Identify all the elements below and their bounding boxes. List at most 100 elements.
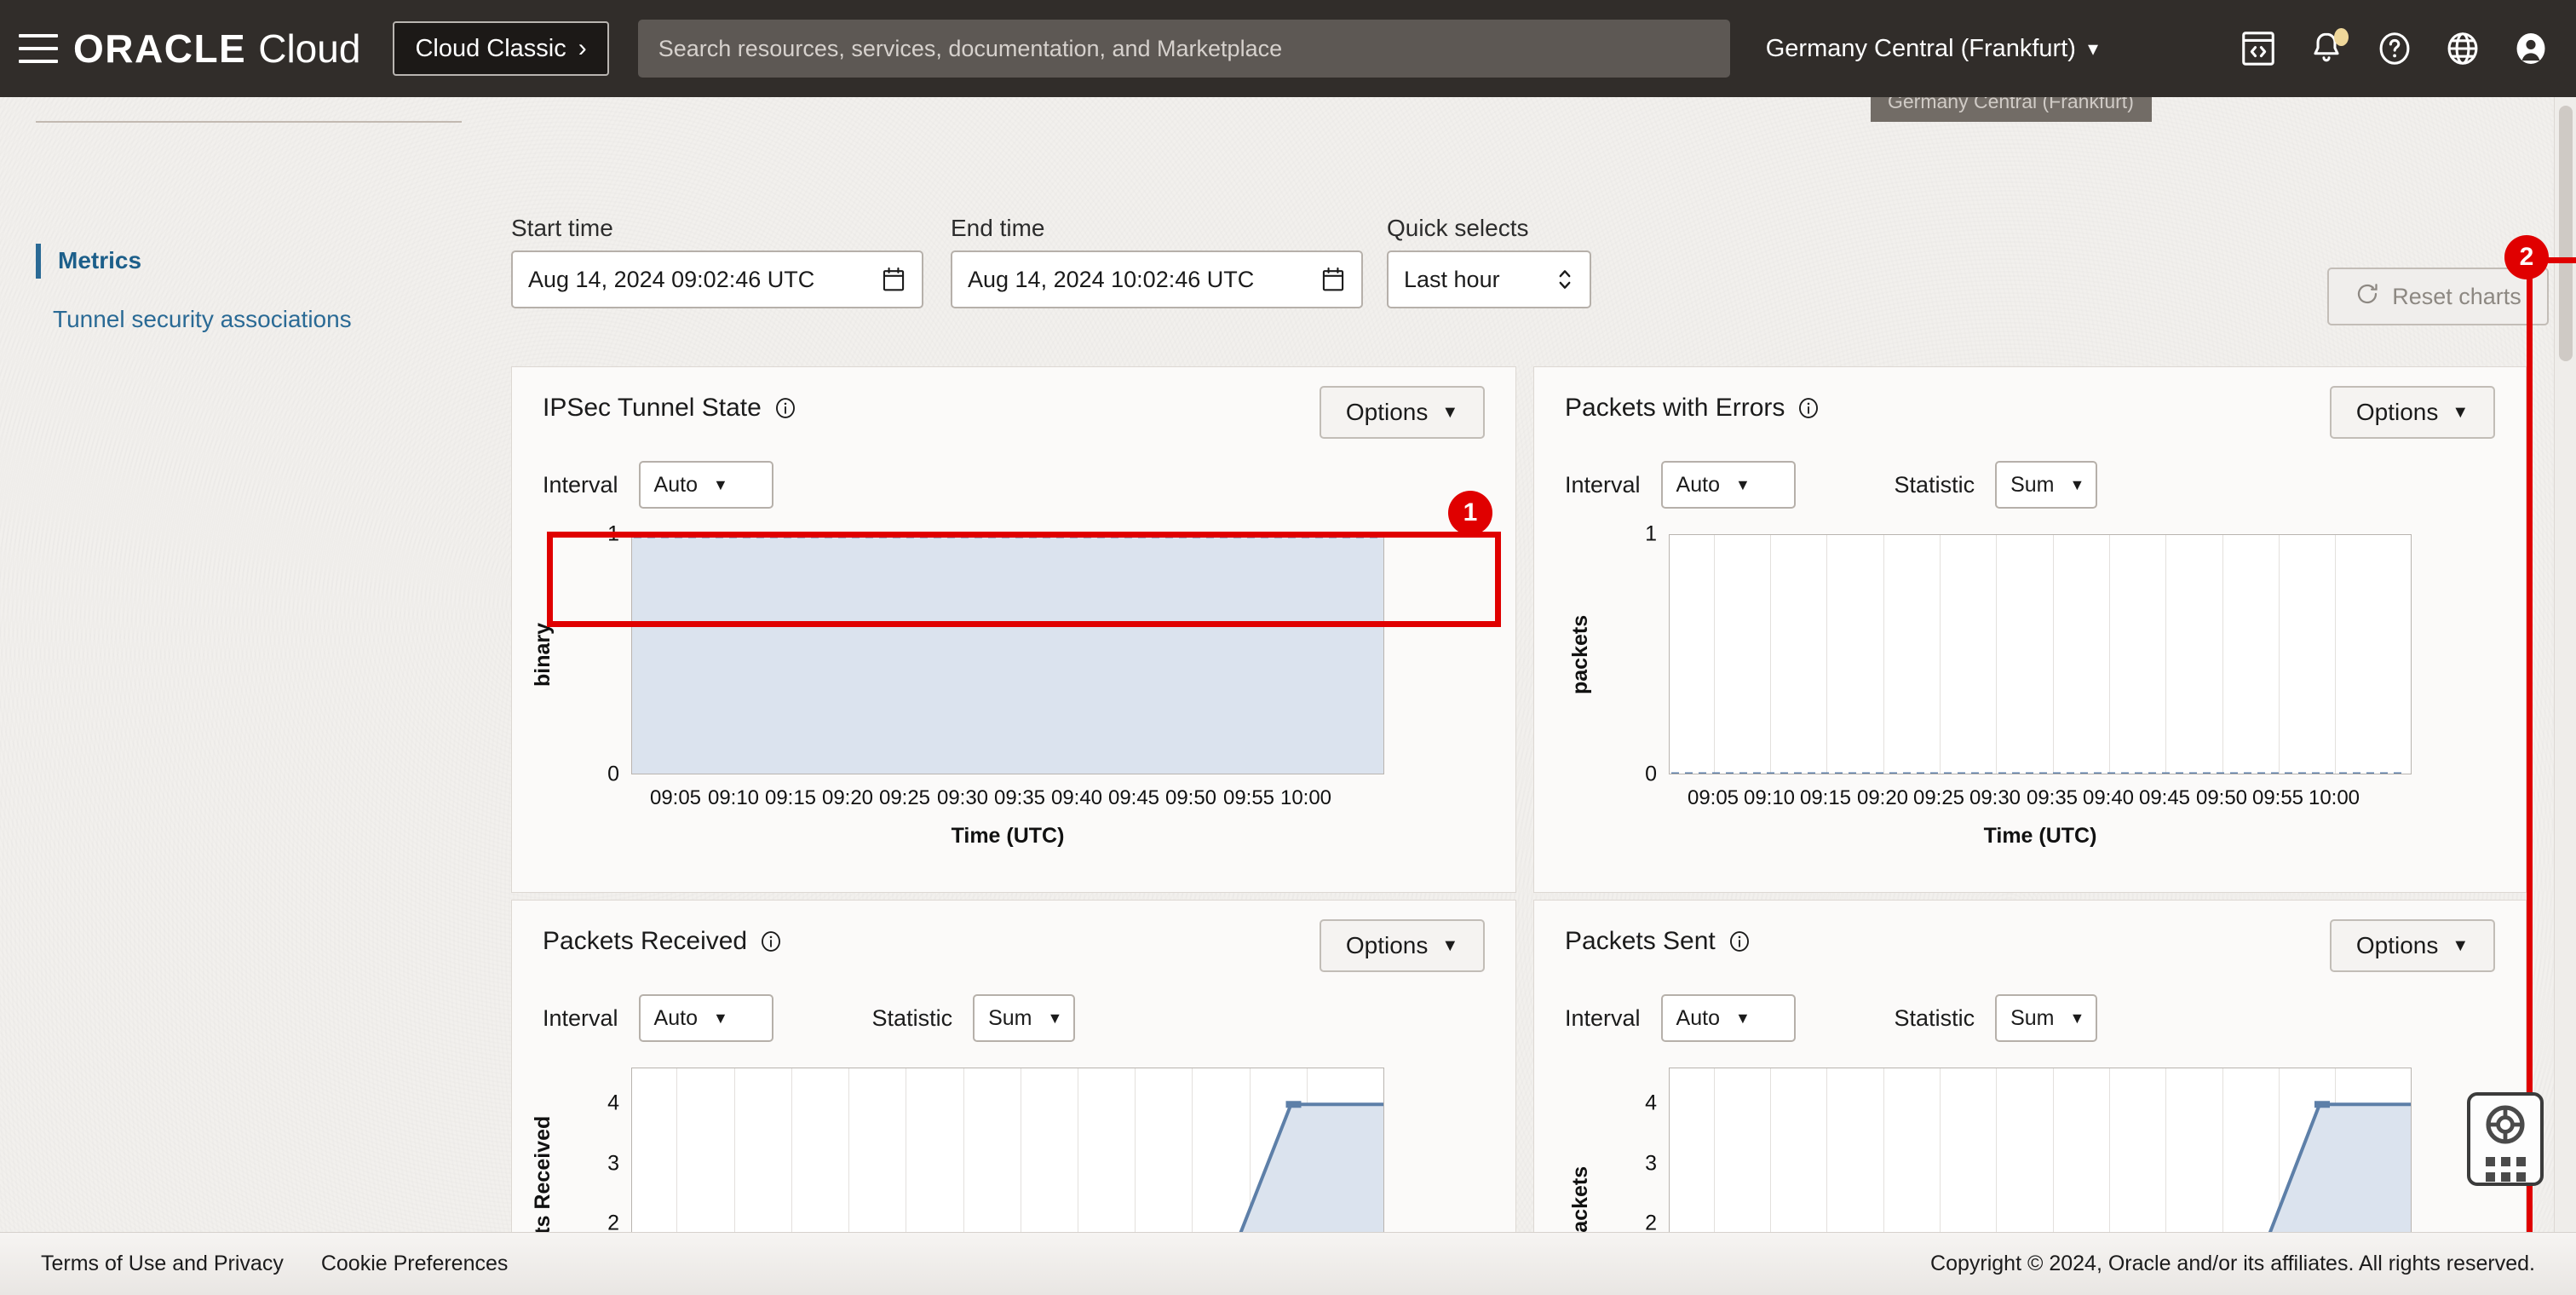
plot-area[interactable] [1669, 534, 2412, 774]
x-axis-title: Time (UTC) [1983, 824, 2097, 848]
sidebar-item-metrics[interactable]: Metrics [36, 244, 141, 279]
x-axis-tick: 09:15 [1799, 786, 1852, 809]
y-axis-tick: 3 [1645, 1151, 1657, 1176]
chart-options-label: Options [1345, 399, 1429, 425]
developer-tools-icon[interactable] [2239, 29, 2278, 68]
series-marker [2312, 772, 2320, 774]
chart-selectors: Interval Auto ▼ Statistic Sum ▼ [543, 994, 1076, 1042]
interval-select[interactable]: Auto ▼ [1660, 461, 1796, 509]
cookie-preferences-link[interactable]: Cookie Preferences [320, 1252, 509, 1275]
series-marker [838, 535, 846, 538]
x-axis-tick: 09:25 [878, 786, 931, 809]
language-globe-icon[interactable] [2443, 29, 2482, 68]
series-marker [920, 535, 928, 538]
sidebar-item-label: Tunnel security associations [53, 306, 352, 332]
chevron-down-icon: ▼ [1441, 402, 1459, 422]
page-scrollbar[interactable] [2554, 97, 2576, 1232]
reset-charts-button[interactable]: Reset charts [2327, 268, 2549, 325]
interval-label: Interval [1565, 1004, 1641, 1031]
chevron-down-icon: ▼ [712, 475, 728, 493]
sidebar-item-tunnel-security-associations[interactable]: Tunnel security associations [53, 306, 352, 333]
info-circle-icon[interactable] [1728, 930, 1751, 953]
y-axis-label: binary [531, 622, 555, 687]
series-marker [1233, 535, 1241, 538]
series-marker [961, 535, 969, 538]
y-axis-tick: 4 [607, 1091, 619, 1115]
x-axis-title: Time (UTC) [951, 824, 1065, 848]
plot-area[interactable] [631, 534, 1384, 774]
oracle-cloud-logo[interactable]: ORACLE Cloud [73, 26, 360, 72]
terms-of-use-link[interactable]: Terms of Use and Privacy [41, 1252, 284, 1275]
grid-line [1996, 535, 1997, 774]
x-axis-tick: 09:40 [1050, 786, 1103, 809]
interval-select[interactable]: Auto ▼ [638, 994, 773, 1042]
chart-selectors: Interval Auto ▼ Statistic Sum ▼ [1565, 994, 2098, 1042]
series-marker [1808, 772, 1815, 774]
chart-options-label: Options [1345, 932, 1429, 958]
series-marker-peak [1285, 1101, 1302, 1108]
page-body: Metrics Tunnel security associations Sta… [0, 97, 2576, 1295]
series-marker [1903, 772, 1911, 774]
search-input[interactable] [637, 20, 1730, 78]
chart-options-button[interactable]: Options ▼ [1320, 386, 1485, 439]
grid-line [2279, 535, 2280, 774]
user-avatar-icon[interactable] [2511, 29, 2550, 68]
scrollbar-thumb[interactable] [2559, 106, 2573, 361]
logo-cloud-text: Cloud [258, 26, 361, 71]
series-marker [2339, 772, 2347, 774]
series-marker [1998, 772, 2006, 774]
chart-options-button[interactable]: Options ▼ [1320, 919, 1485, 972]
region-selector-button[interactable]: Germany Central (Frankfurt) ▾ [1766, 35, 2098, 63]
series-layer [1671, 772, 2401, 774]
end-time-label: End time [951, 215, 1045, 241]
cloud-classic-button[interactable]: Cloud Classic › [393, 21, 609, 76]
support-help-widget[interactable] [2467, 1092, 2544, 1186]
chart-options-button[interactable]: Options ▼ [2330, 386, 2495, 439]
x-axis-tick: 09:15 [764, 786, 817, 809]
grid-line [1940, 1068, 1941, 1295]
series-marker [1302, 535, 1309, 538]
left-sidebar: Metrics Tunnel security associations [0, 97, 511, 1295]
interval-select[interactable]: Auto ▼ [638, 461, 773, 509]
interval-select[interactable]: Auto ▼ [1660, 994, 1796, 1042]
x-axis-tick: 09:10 [1743, 786, 1796, 809]
statistic-select[interactable]: Sum ▼ [1995, 461, 2098, 509]
series-marker [1780, 772, 1788, 774]
grid-line [2109, 1068, 2110, 1295]
series-marker [784, 535, 791, 538]
series-marker [2217, 772, 2224, 774]
calendar-icon[interactable] [881, 266, 906, 293]
series-marker [1315, 535, 1323, 538]
statistic-select[interactable]: Sum ▼ [1995, 994, 2098, 1042]
series-layer [632, 535, 1383, 774]
info-circle-icon[interactable] [773, 396, 797, 420]
global-search-box[interactable] [637, 20, 1730, 78]
calendar-icon[interactable] [1320, 266, 1346, 293]
interval-label: Interval [543, 471, 618, 498]
chart-card-packets-sent: Packets Sent Options ▼ Interval Auto ▼ S… [1533, 900, 2527, 1295]
series-marker [2053, 772, 2061, 774]
series-marker [729, 535, 737, 538]
chart-options-button[interactable]: Options ▼ [2330, 919, 2495, 972]
info-circle-icon[interactable] [1797, 396, 1820, 420]
hamburger-menu-icon[interactable] [19, 34, 58, 63]
quick-selects-field[interactable]: Last hour [1387, 250, 1591, 308]
start-time-field[interactable]: Aug 14, 2024 09:02:46 UTC [511, 250, 923, 308]
statistic-select[interactable]: Sum ▼ [973, 994, 1076, 1042]
info-circle-icon[interactable] [759, 930, 783, 953]
chart-header: Packets Sent [1534, 901, 2526, 982]
notifications-bell-icon[interactable] [2307, 28, 2349, 68]
series-marker [2326, 772, 2333, 774]
series-marker [743, 535, 750, 538]
stepper-updown-icon[interactable] [1555, 265, 1574, 294]
grid-dots-handle[interactable] [2485, 1157, 2526, 1182]
x-axis-tick: 10:00 [2308, 786, 2360, 809]
series-marker [675, 535, 682, 538]
grid-line [2053, 535, 2054, 774]
series-marker [1971, 772, 1979, 774]
help-question-icon[interactable] [2375, 29, 2414, 68]
series-marker [2039, 772, 2047, 774]
series-marker [2366, 772, 2374, 774]
chevron-down-icon: ▼ [1441, 935, 1459, 955]
end-time-field[interactable]: Aug 14, 2024 10:02:46 UTC [951, 250, 1363, 308]
